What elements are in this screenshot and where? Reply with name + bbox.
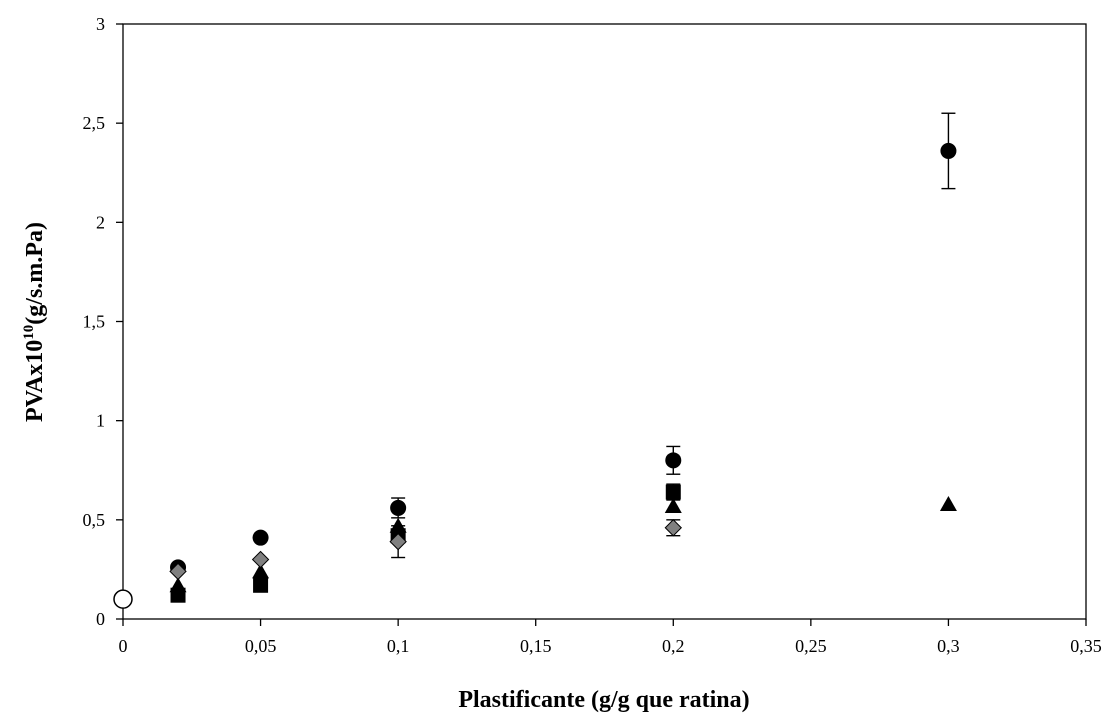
point-square	[253, 577, 269, 593]
y-axis: 0 0,5 1 1,5 2 2,5 3	[83, 14, 123, 629]
y-axis-title-main: PVAx10	[22, 340, 48, 422]
point-circle	[390, 499, 407, 516]
y-axis-title-unit: (g/s.m.Pa)	[22, 222, 48, 325]
y-tick-label: 2,5	[83, 113, 106, 133]
point-circle-open	[113, 589, 133, 609]
y-tick-label: 1	[96, 411, 105, 431]
point-circle	[252, 529, 269, 546]
y-tick-label: 3	[96, 14, 105, 34]
x-tick-label: 0,35	[1070, 636, 1102, 656]
point-triangle	[252, 563, 270, 579]
point-diamond	[664, 519, 682, 537]
point-circle	[940, 142, 957, 159]
point-diamond	[389, 532, 407, 551]
x-tick-label: 0,1	[387, 636, 410, 656]
x-tick-label: 0,3	[937, 636, 960, 656]
y-axis-title-exponent: 10	[21, 325, 37, 340]
point-triangle	[664, 497, 682, 513]
x-tick-label: 0,05	[245, 636, 277, 656]
y-tick-label: 0	[96, 609, 105, 629]
x-tick-label: 0,2	[662, 636, 685, 656]
point-circle	[665, 452, 682, 469]
point-triangle	[169, 577, 187, 593]
data-points	[113, 142, 957, 609]
point-triangle	[939, 495, 957, 511]
point-diamond	[169, 562, 187, 581]
point-square	[665, 484, 681, 500]
x-tick-label: 0,25	[795, 636, 827, 656]
x-tick-label: 0	[119, 636, 128, 656]
x-axis-title: Plastificante (g/g que ratina)	[458, 687, 749, 713]
y-axis-title: PVAx1010(g/s.m.Pa)	[21, 222, 48, 422]
y-tick-label: 2	[96, 212, 105, 232]
point-triangle	[389, 517, 407, 533]
x-axis: 0 0,05 0,1 0,15 0,2 0,25 0,3 0,35	[119, 619, 1102, 656]
y-tick-label: 1,5	[83, 312, 106, 332]
y-tick-label: 0,5	[83, 510, 106, 530]
x-tick-label: 0,15	[520, 636, 552, 656]
point-diamond	[251, 550, 270, 569]
